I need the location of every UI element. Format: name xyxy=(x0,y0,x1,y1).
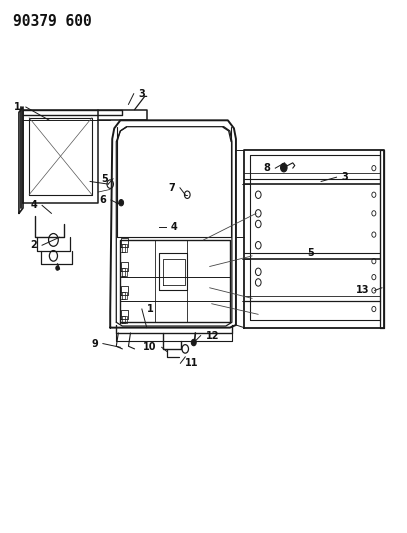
Text: 6: 6 xyxy=(99,195,106,205)
Text: 7: 7 xyxy=(168,183,175,193)
Circle shape xyxy=(191,340,196,346)
Text: 10: 10 xyxy=(143,342,157,352)
Text: 8: 8 xyxy=(264,163,270,173)
Text: 11: 11 xyxy=(185,358,199,368)
Text: 90379 600: 90379 600 xyxy=(13,14,92,29)
Text: 13: 13 xyxy=(356,286,370,295)
Text: 12: 12 xyxy=(206,330,219,341)
Text: 2: 2 xyxy=(31,240,37,250)
Circle shape xyxy=(119,199,124,206)
Text: 5: 5 xyxy=(307,248,314,258)
Text: 1: 1 xyxy=(14,102,21,112)
Text: 3: 3 xyxy=(139,88,145,99)
Text: 3: 3 xyxy=(341,172,348,182)
Circle shape xyxy=(280,164,287,172)
Text: 4: 4 xyxy=(171,222,178,232)
Text: 5: 5 xyxy=(101,174,108,184)
Text: 1: 1 xyxy=(147,304,153,314)
Circle shape xyxy=(56,266,59,270)
Text: 9: 9 xyxy=(91,338,98,349)
Text: 4: 4 xyxy=(31,200,37,211)
